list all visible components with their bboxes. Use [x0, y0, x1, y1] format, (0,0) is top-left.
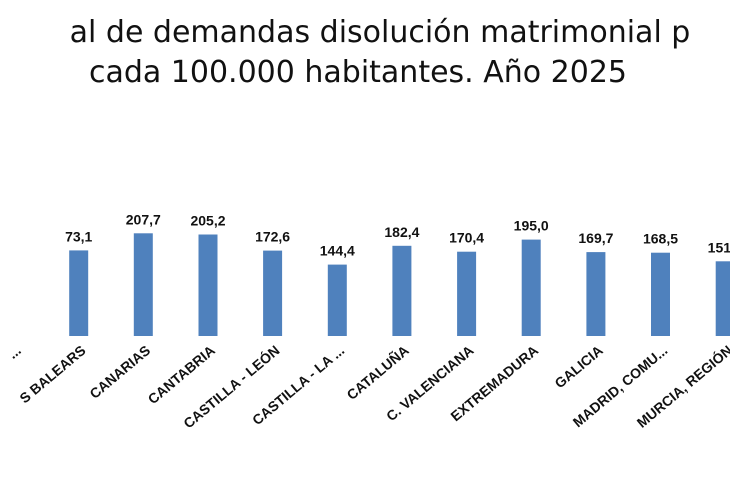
value-label-5: 182,4 [384, 224, 419, 240]
value-label-2: 205,2 [190, 213, 225, 229]
bar-10 [715, 261, 730, 336]
bar-4 [327, 264, 347, 336]
category-label-1: S BALEARS [16, 342, 88, 406]
value-labels-group: 73,1 207,7 205,2 172,6 144,4 182,4 170,4 195,0 1… [65, 211, 730, 258]
category-label-2: CANARIAS [86, 342, 153, 402]
category-label-0: ... [5, 342, 24, 362]
value-label-7: 195,0 [514, 218, 549, 234]
bar-2 [198, 234, 218, 336]
bar-5 [392, 245, 412, 336]
value-label-8: 169,7 [578, 230, 613, 246]
bar-8 [586, 252, 606, 336]
value-label-1: 207,7 [126, 211, 161, 227]
value-label-3: 172,6 [255, 229, 290, 245]
bar-7 [521, 239, 541, 336]
value-label-0: 73,1 [65, 228, 92, 244]
value-label-9: 168,5 [643, 231, 678, 247]
bar-6 [457, 251, 477, 336]
bars-group [69, 233, 730, 336]
category-label-6: CATALUÑA [343, 341, 412, 403]
category-label-9: GALICIA [551, 342, 605, 391]
bar-1 [133, 233, 153, 336]
bar-9 [651, 252, 670, 336]
bar-3 [263, 250, 283, 336]
value-label-10: 151,0 [708, 239, 730, 255]
chart-title-line-2: cada 100.000 habitantes. Año 2025 [89, 55, 627, 90]
chart-title-line-1: al de demandas disolución matrimonial p [70, 15, 691, 50]
bar-0 [69, 250, 89, 336]
value-label-4: 144,4 [320, 243, 355, 259]
value-label-6: 170,4 [449, 230, 484, 246]
